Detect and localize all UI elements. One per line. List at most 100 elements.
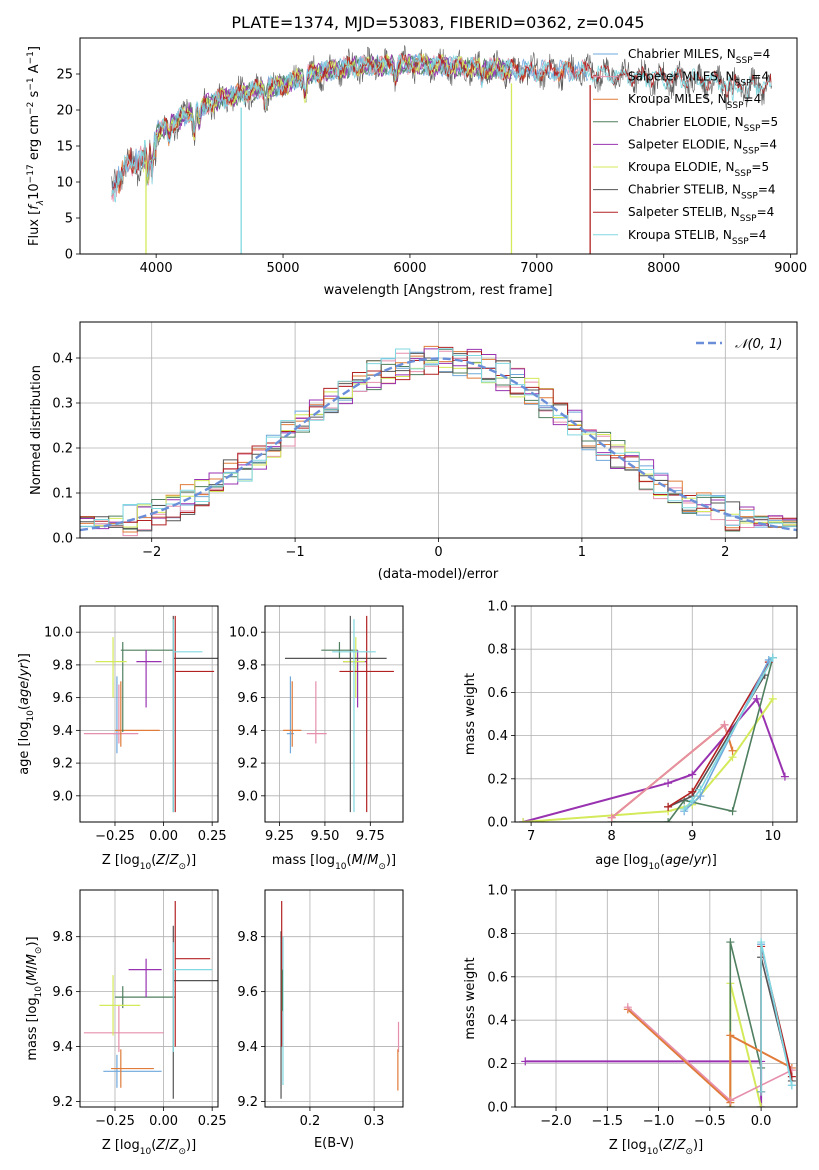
y-tick-label: 0.2 (52, 442, 73, 457)
x-tick-label: 8 (608, 829, 616, 844)
panel-age_vs_mass: 9.25 9.50 9.75 9.0 9.2 9.4 9.6 9.8 10.0 mass [log… (229, 605, 404, 872)
weight-marker (726, 1096, 735, 1105)
axes-frame (514, 889, 798, 1108)
weight-marker (757, 1087, 766, 1096)
y-tick-label: 9.6 (52, 691, 73, 706)
y-tick-label: 9.0 (52, 789, 73, 804)
y-axis-label: age [log10(age/yr)] (17, 653, 36, 775)
y-tick-label: 9.8 (237, 930, 258, 945)
weight-marker (696, 785, 705, 794)
x-axis-label: mass [log10(M/M⊙)] (272, 853, 396, 872)
x-tick-label: 0.25 (198, 829, 227, 844)
y-tick-label: 9.2 (237, 757, 258, 772)
x-tick-label: −2.0 (540, 1114, 572, 1129)
x-axis-label: age [log10(age/yr)] (595, 853, 717, 872)
x-tick-label: 0.0 (751, 1114, 772, 1129)
y-axis-label: mass weight (463, 957, 478, 1039)
panel-residuals: −2 −1 0 1 2 0.0 0.1 0.2 0.3 0.4 (data-model)/error… (29, 321, 798, 582)
y-tick-label: 9.2 (52, 757, 73, 772)
y-tick-label: 9.8 (237, 658, 258, 673)
weight-marker (519, 818, 528, 822)
x-tick-label: 0.00 (149, 829, 178, 844)
weight-marker (757, 938, 766, 947)
y-tick-label: 25 (56, 68, 73, 83)
y-tick-label: 0.0 (487, 816, 508, 831)
y-tick-label: 20 (56, 104, 73, 119)
weight-line (683, 657, 774, 810)
y-tick-label: 0.0 (487, 1101, 508, 1116)
plot-area (283, 615, 394, 813)
y-axis-label: mass weight (463, 673, 478, 755)
x-tick-label: 6000 (393, 261, 426, 276)
weight-line (760, 941, 793, 1092)
weight-line (667, 661, 770, 808)
plot-area (521, 938, 796, 1107)
x-tick-label: −1.5 (592, 1114, 624, 1129)
legend-entry: Kroupa ELODIE, NSSP=5 (628, 160, 769, 179)
y-axis-label: Normed distribution (29, 365, 44, 495)
x-tick-label: −1 (286, 545, 305, 560)
legend-entry: Salpeter MILES, NSSP=4 (628, 70, 769, 89)
legend-entry: Salpeter ELODIE, NSSP=4 (628, 137, 777, 156)
x-tick-label: 8000 (647, 261, 680, 276)
weight-marker (752, 694, 761, 703)
y-tick-label: 10.0 (44, 626, 73, 641)
x-tick-label: 9 (688, 829, 696, 844)
normal-curve (80, 357, 797, 532)
x-tick-label: −0.25 (95, 1114, 135, 1129)
y-tick-label: 0.4 (52, 352, 73, 367)
y-tick-label: 0.0 (52, 532, 73, 547)
x-axis-label: Z [log10(Z/Z⊙)] (102, 1138, 196, 1157)
weight-marker (768, 653, 777, 662)
y-tick-label: 0.4 (487, 1014, 508, 1029)
y-tick-label: 9.8 (52, 930, 73, 945)
weight-marker (688, 796, 697, 805)
y-tick-label: 0.2 (487, 1057, 508, 1072)
y-tick-label: 9.4 (52, 724, 73, 739)
histogram-step (80, 348, 797, 528)
axes-frame (79, 605, 219, 823)
axes-frame (264, 605, 404, 823)
axes-frame (264, 889, 404, 1108)
weight-marker (726, 1031, 735, 1040)
x-tick-label: 0 (434, 545, 442, 560)
x-axis-label: Z [log10(Z/Z⊙)] (609, 1138, 703, 1157)
axes-frame (79, 37, 798, 255)
x-tick-label: 5000 (266, 261, 299, 276)
axes-frame (514, 605, 798, 823)
y-tick-label: 0.8 (487, 643, 508, 658)
y-tick-label: 0.3 (52, 397, 73, 412)
plot-area (83, 615, 218, 813)
weight-marker (728, 807, 737, 816)
x-tick-label: 0.00 (149, 1114, 178, 1129)
legend-entry: 𝒩(0, 1) (735, 337, 782, 352)
y-tick-label: 15 (56, 140, 73, 155)
x-axis-label: (data-model)/error (378, 567, 499, 582)
y-tick-label: 1.0 (487, 884, 508, 899)
legend-entry: Chabrier STELIB, NSSP=4 (628, 183, 776, 202)
figure-title: PLATE=1374, MJD=53083, FIBERID=0362, z=0… (231, 13, 644, 32)
weight-marker (720, 720, 729, 729)
x-tick-label: 9000 (774, 261, 807, 276)
x-tick-label: 0.3 (364, 1114, 385, 1129)
spectrum-line (111, 53, 772, 203)
x-axis-label: Z [log10(Z/Z⊙)] (102, 853, 196, 872)
plot-area (80, 345, 797, 537)
y-tick-label: 10 (56, 176, 73, 191)
x-tick-label: 7 (527, 829, 535, 844)
panel-mass_vs_ebv: 0.2 0.3 9.2 9.4 9.6 9.8 E(B-V) (237, 889, 404, 1151)
y-tick-label: 10.0 (229, 626, 258, 641)
weight-marker (521, 1057, 530, 1066)
x-tick-label: 1 (578, 545, 586, 560)
y-tick-label: 0.8 (487, 927, 508, 942)
x-tick-label: 9.50 (310, 829, 339, 844)
x-tick-label: −1.0 (643, 1114, 675, 1129)
y-axis-label: Flux [fλ10−17 erg cm−2 s−1 A−1] (26, 46, 46, 246)
x-tick-label: 7000 (520, 261, 553, 276)
x-tick-label: −0.5 (694, 1114, 726, 1129)
y-tick-label: 0.6 (487, 686, 508, 701)
panel-massweight_vs_age: 7 8 9 10 0.0 0.2 0.4 0.6 0.8 1.0 age [log10(age/yr… (463, 600, 798, 872)
legend-entry: Chabrier ELODIE, NSSP=5 (628, 115, 778, 134)
weight-marker (768, 694, 777, 703)
